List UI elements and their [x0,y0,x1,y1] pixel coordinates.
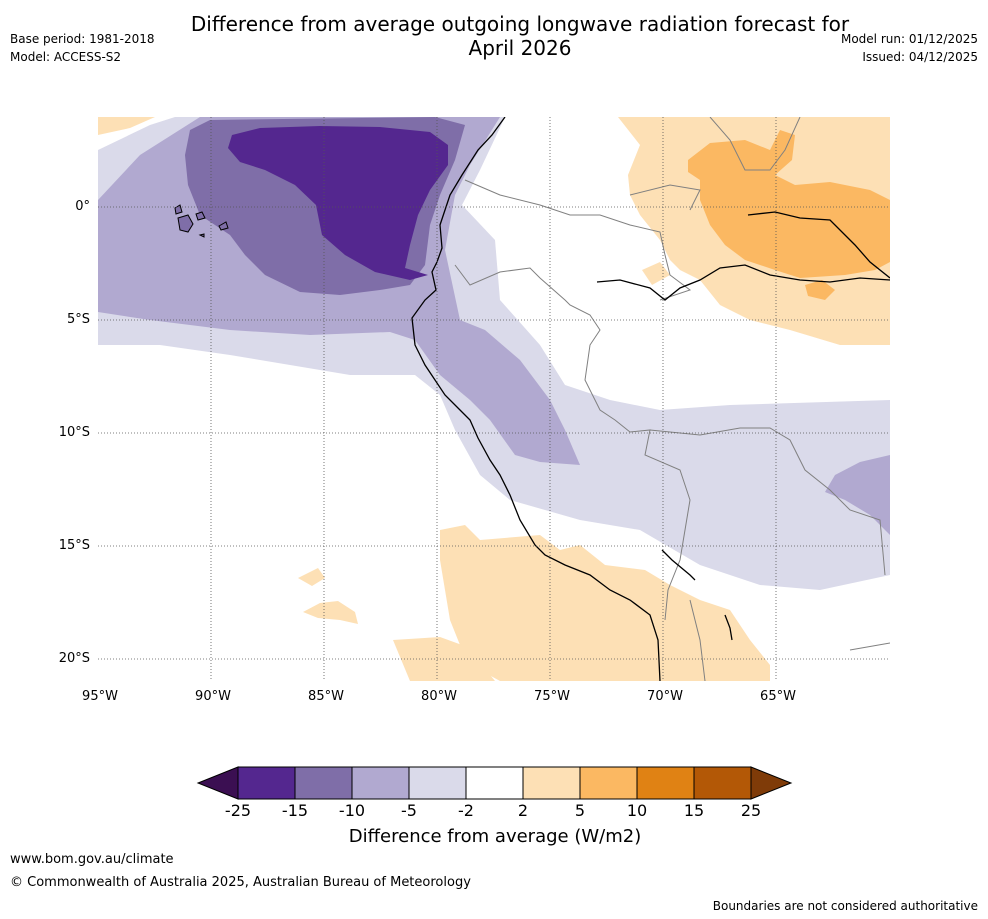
river-solimoes [596,264,890,301]
colorbar-tick-9: 25 [740,801,762,820]
lon-label-70w: 70°W [647,689,683,704]
colorbar-tick-4: -2 [458,801,474,820]
anomaly-orange-region [688,130,890,278]
anomaly-darkpurple-region [228,126,448,280]
lon-label-80w: 80°W [421,689,457,704]
colorbar-bin-5 [522,766,581,800]
border-venezuela [629,184,701,211]
footer-url[interactable]: www.bom.gov.au/climate [10,852,174,867]
border-paraguay [849,642,890,651]
footer-copyright: © Commonwealth of Australia 2025, Austra… [10,875,471,890]
border-bolivia [649,427,886,576]
model-name: Model: ACCESS-S2 [10,50,122,64]
issued-date: Issued: 04/12/2025 [862,50,978,64]
coastline-pacific [411,117,661,681]
colorbar-tick-1: -15 [281,801,309,820]
colorbar-bin-3 [408,766,467,800]
lon-label-85w: 85°W [308,689,344,704]
meta-right: Model run: 01/12/2025 Issued: 04/12/2025 [841,30,978,66]
model-run: Model run: 01/12/2025 [840,32,978,46]
colorbar-tick-8: 15 [683,801,705,820]
anomaly-lightorange-south [440,525,770,681]
anomaly-lightorange-blob-b [303,601,358,624]
lat-label-0: 0° [75,199,90,214]
colorbar-tick-7: 10 [626,801,648,820]
colorbar-bin-4 [465,766,524,800]
colorbar-bin-0 [237,766,296,800]
title-line-1: Difference from average outgoing longwav… [190,12,850,36]
footer-disclaimer: Boundaries are not considered authoritat… [712,899,978,913]
colorbar-bin-2 [351,766,410,800]
colorbar-tick-6: 5 [574,801,586,820]
border-colombia-brazil [464,179,692,301]
lat-label-20s: 20°S [58,651,90,666]
colorbar-min-arrow [196,766,239,800]
lat-label-5s: 5°S [66,312,90,327]
colorbar-bin-1 [294,766,353,800]
country-borders [454,117,890,681]
graticule [98,117,890,681]
island-small [198,233,205,238]
lon-label-75w: 75°W [534,689,570,704]
colorbar-tick-0: -25 [224,801,252,820]
map-area [98,117,890,681]
lat-label-10s: 10°S [58,425,90,440]
lat-label-15s: 15°S [58,538,90,553]
border-northeast [709,117,801,171]
map-layers [98,117,890,681]
colorbar-title: Difference from average (W/m2) [348,826,642,847]
meta-left: Base period: 1981-2018 Model: ACCESS-S2 [10,30,155,66]
colorbar-bin-8 [693,766,752,800]
island-sancristobal [218,221,229,231]
map-title: Difference from average outgoing longwav… [150,12,890,60]
lon-label-95w: 95°W [82,689,118,704]
anomaly-lightorange-topleft [98,117,155,135]
colorbar-tick-5: 2 [517,801,529,820]
base-period: Base period: 1981-2018 [10,32,155,46]
island-isabela [177,214,194,233]
river-amazon [747,211,890,279]
island-santacruz [195,211,206,221]
border-peru-ecuador [454,264,691,621]
lon-label-90w: 90°W [195,689,231,704]
anomaly-lightpurple-east [825,455,890,535]
anomaly-lightorange-blob-a [298,568,325,586]
river-titicaca [661,549,696,581]
colorbar-tick-3: -5 [401,801,417,820]
border-chile-argentina [689,599,706,681]
colorbar-tick-2: -10 [338,801,366,820]
colorbar-bin-7 [636,766,695,800]
anomaly-orange-blob [805,280,835,300]
rivers [596,211,890,641]
colorbar-bin-6 [579,766,638,800]
lon-label-65w: 65°W [760,689,796,704]
title-line-2: April 2026 [468,36,572,60]
colorbar-max-arrow [750,766,793,800]
river-south [724,614,733,641]
